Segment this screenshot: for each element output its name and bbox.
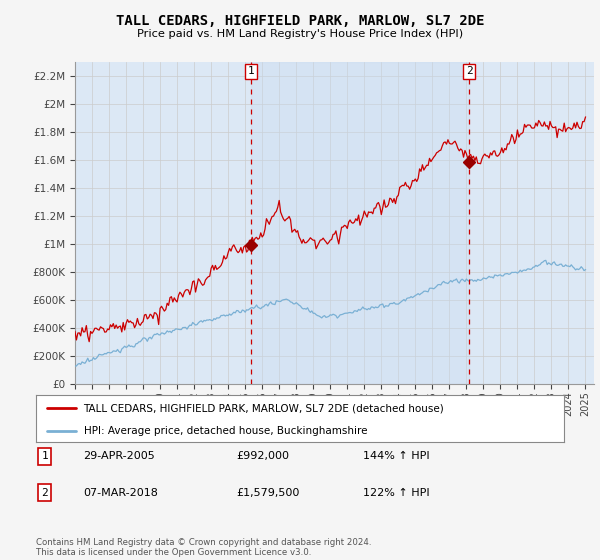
Text: Price paid vs. HM Land Registry's House Price Index (HPI): Price paid vs. HM Land Registry's House … (137, 29, 463, 39)
Text: TALL CEDARS, HIGHFIELD PARK, MARLOW, SL7 2DE: TALL CEDARS, HIGHFIELD PARK, MARLOW, SL7… (116, 14, 484, 28)
Text: 2: 2 (466, 67, 473, 76)
Text: £992,000: £992,000 (236, 451, 290, 461)
Text: 2: 2 (41, 488, 48, 498)
Text: 144% ↑ HPI: 144% ↑ HPI (364, 451, 430, 461)
Text: 1: 1 (41, 451, 48, 461)
Text: 07-MAR-2018: 07-MAR-2018 (83, 488, 158, 498)
Text: HPI: Average price, detached house, Buckinghamshire: HPI: Average price, detached house, Buck… (83, 426, 367, 436)
Text: £1,579,500: £1,579,500 (236, 488, 300, 498)
Text: TALL CEDARS, HIGHFIELD PARK, MARLOW, SL7 2DE (detached house): TALL CEDARS, HIGHFIELD PARK, MARLOW, SL7… (83, 403, 444, 413)
Bar (251, 62, 469, 384)
Text: 1: 1 (247, 67, 254, 76)
Text: 29-APR-2005: 29-APR-2005 (83, 451, 155, 461)
Text: Contains HM Land Registry data © Crown copyright and database right 2024.
This d: Contains HM Land Registry data © Crown c… (36, 538, 371, 557)
Text: 122% ↑ HPI: 122% ↑ HPI (364, 488, 430, 498)
